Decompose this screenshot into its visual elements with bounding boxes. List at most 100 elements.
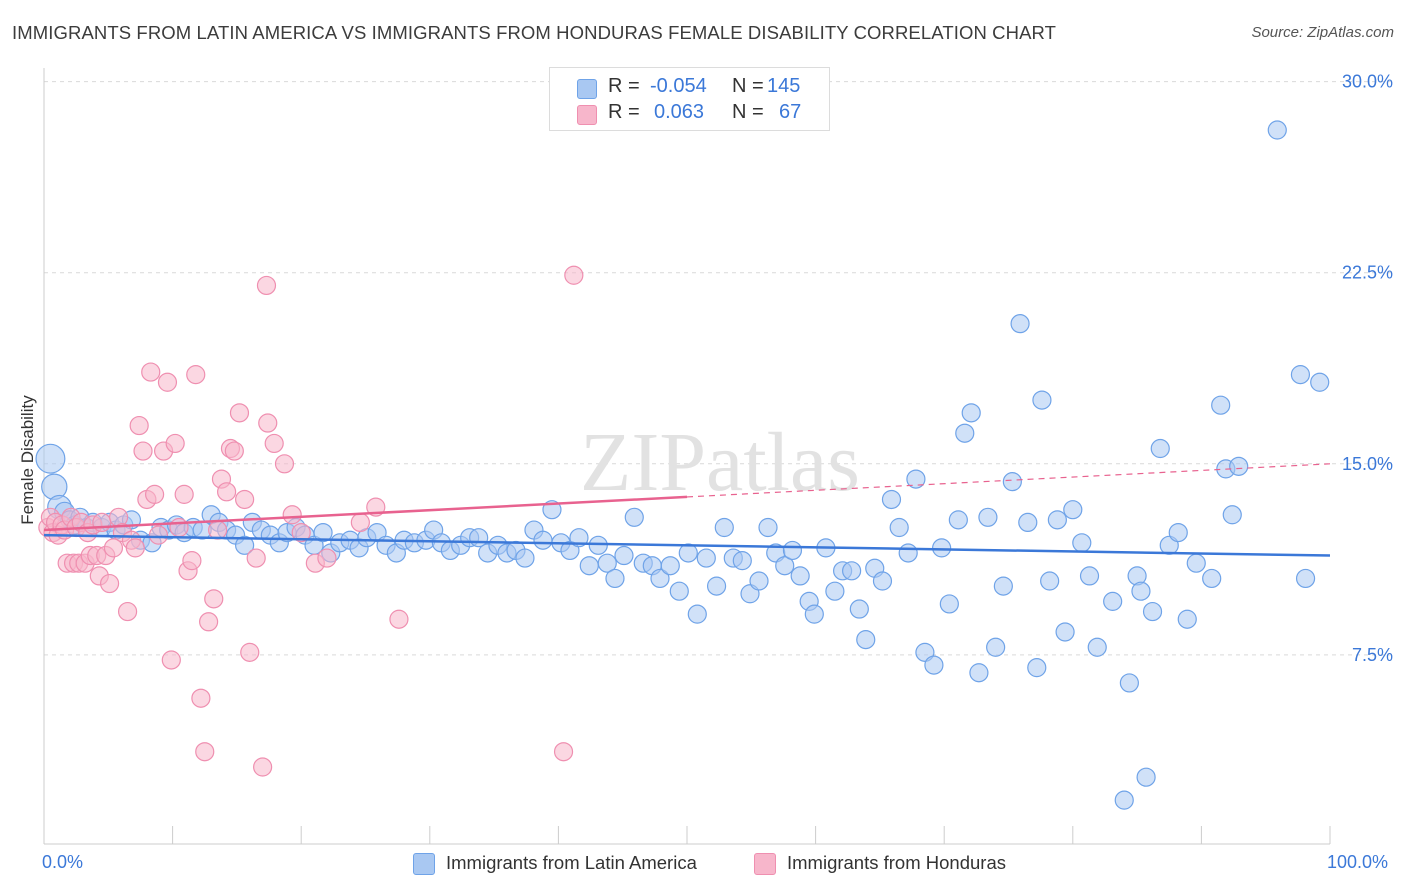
data-point [732,551,752,571]
data-point [1136,767,1156,787]
data-point [1142,601,1163,622]
data-point [317,548,337,568]
data-point [986,637,1006,657]
data-point [235,535,255,555]
data-point [125,538,145,558]
data-point [1168,522,1188,543]
data-point [246,548,266,568]
data-point [1229,456,1249,476]
data-point [775,556,795,576]
data-point [199,612,219,632]
data-point [1063,500,1083,520]
data-point [1222,505,1242,525]
data-point [350,512,370,533]
chart-title: IMMIGRANTS FROM LATIN AMERICA VS IMMIGRA… [12,22,1057,43]
data-point [229,403,250,423]
data-point [291,522,311,543]
x-tick-max: 100.0% [1327,852,1389,872]
data-point [144,484,165,504]
data-point [313,522,333,543]
data-point [165,433,185,454]
data-point [849,599,869,619]
legend-swatch-blue [577,79,597,99]
data-point [1072,533,1092,553]
data-point [624,507,644,527]
data-point [564,265,584,285]
data-point [696,548,716,568]
data-point [898,543,918,563]
data-point [533,530,553,550]
data-point [706,576,727,596]
r-label: R = [608,101,640,123]
data-point [948,510,968,530]
y-tick-label: 15.0% [1342,454,1393,474]
data-point [92,512,112,533]
data-point [1202,568,1222,589]
data-point [169,517,189,538]
data-point [955,423,975,443]
gridlines [44,81,1392,656]
data-point [678,543,698,563]
n-label: N = [732,75,764,97]
data-point [961,403,981,423]
data-point [191,688,211,708]
data-point [117,601,138,622]
data-point [969,663,989,683]
data-point [1010,314,1030,334]
data-point [1103,591,1123,611]
legend-swatch-pink [754,853,776,875]
x-tick-min: 0.0% [42,852,84,872]
data-point [264,433,284,454]
data-point [553,742,574,762]
data-point [1119,673,1139,693]
data-point [605,568,625,589]
data-point [204,589,224,609]
data-point [790,566,810,586]
data-point [588,535,608,555]
data-point [782,540,803,561]
data-point [195,742,215,762]
r-value: 0.063 [654,101,705,123]
legend-swatch-pink [577,105,597,125]
data-point [1267,120,1287,140]
data-point [224,441,244,461]
data-point [993,576,1013,596]
data-point [129,415,149,436]
data-point [282,505,302,525]
data-point [579,556,599,576]
legend-swatch-blue [413,853,435,875]
data-point [208,520,228,540]
data-point [186,365,206,385]
n-value: 67 [779,101,802,123]
data-point [182,551,202,571]
data-point [157,372,178,392]
data-point [1177,609,1197,629]
data-point [1131,581,1151,601]
trend-line [43,533,1331,557]
trend-lines [43,463,1331,557]
correlation-legend: R = -0.054 N = 145 R = 0.063 N = 67 [549,67,830,131]
data-point [1087,637,1107,657]
series-legend: Immigrants from Latin America Immigrants… [0,850,1406,880]
data-point [103,538,124,558]
data-point [174,484,194,504]
data-point [1032,390,1052,410]
data-point [924,655,944,675]
data-point [660,556,680,576]
data-point [1211,395,1231,415]
data-point [1002,472,1022,492]
data-point [235,489,255,510]
data-point [804,604,824,624]
data-point [856,630,876,650]
data-point [1186,553,1206,573]
data-point [825,581,845,601]
data-point [872,571,893,591]
r-value: -0.054 [650,75,707,97]
data-point [274,454,295,474]
data-point [1027,658,1047,678]
r-label: R = [608,75,640,97]
chart-source: Source: ZipAtlas.com [1251,24,1394,41]
data-point [932,538,952,558]
n-label: N = [732,101,764,123]
